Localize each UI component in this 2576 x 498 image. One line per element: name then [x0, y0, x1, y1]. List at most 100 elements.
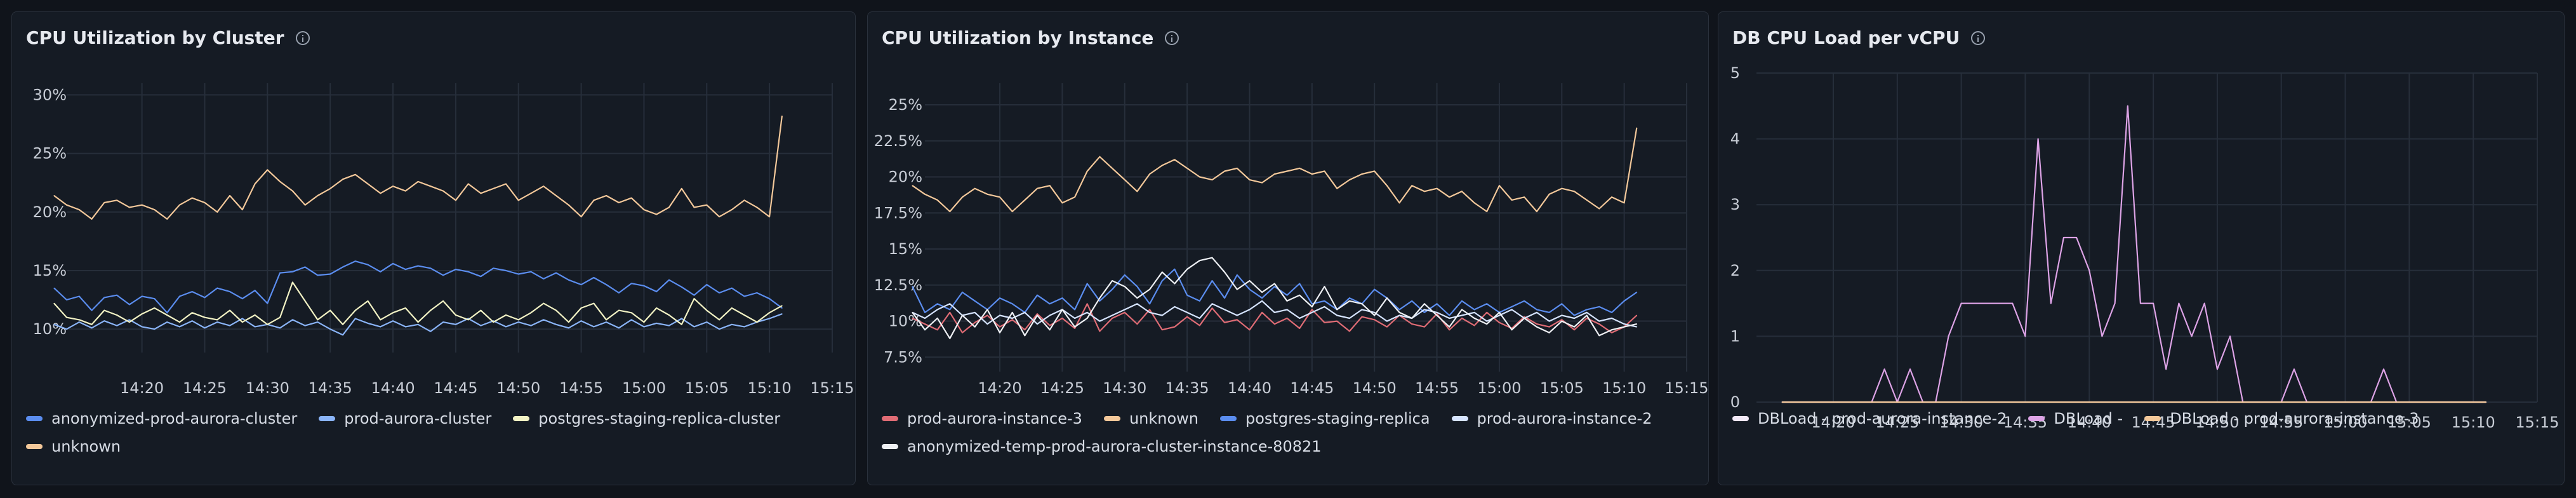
series-line[interactable] — [1782, 105, 2486, 403]
data-point — [1237, 319, 1238, 321]
data-point — [1883, 368, 1885, 370]
data-point — [505, 314, 507, 316]
data-point — [1174, 283, 1176, 285]
data-point — [949, 309, 951, 311]
data-point — [936, 329, 938, 330]
data-point — [66, 299, 67, 300]
data-point — [2191, 335, 2193, 337]
y-tick-label: 25% — [889, 96, 922, 114]
data-point — [1548, 332, 1550, 333]
data-point — [580, 216, 582, 217]
data-point — [166, 314, 168, 316]
series-line[interactable] — [53, 260, 783, 314]
data-point — [949, 312, 951, 313]
data-point — [467, 183, 469, 185]
x-tick-label: 14:30 — [1939, 414, 1983, 431]
chart-cpu-by-instance[interactable]: 7.5%10%12.5%15%17.5%20%22.5%25%14:20 14:2… — [868, 12, 1710, 486]
data-point — [204, 316, 206, 318]
legend-item[interactable]: DBLoad - prod-aurora-instance-3 — [2144, 410, 2419, 427]
data-point — [1424, 191, 1425, 192]
legend-item[interactable]: anonymized-prod-aurora-cluster — [26, 410, 297, 427]
data-point — [304, 325, 306, 326]
series-line[interactable] — [912, 300, 1637, 328]
data-point — [1074, 328, 1075, 329]
data-point — [1374, 170, 1375, 172]
x-tick-label: 14:55 — [2259, 414, 2303, 431]
data-point — [1398, 309, 1400, 311]
data-point — [1112, 318, 1113, 319]
info-icon[interactable] — [1165, 30, 1179, 45]
legend-item[interactable]: postgres-staging-replica — [1220, 410, 1430, 427]
x-tick-label: 15:00 — [1477, 379, 1521, 397]
data-point — [1436, 303, 1438, 305]
x-tick-label: 14:55 — [1415, 379, 1459, 397]
data-point — [493, 321, 494, 323]
data-point — [430, 185, 432, 187]
data-point — [2088, 270, 2090, 271]
legend-item[interactable]: postgres-staging-replica-cluster — [513, 410, 780, 427]
data-point — [1061, 202, 1063, 204]
legend-item[interactable]: unknown — [1103, 410, 1198, 427]
y-tick-label: 20% — [889, 168, 922, 186]
data-point — [204, 327, 206, 329]
data-point — [1124, 312, 1125, 313]
data-point — [141, 295, 143, 297]
data-point — [53, 302, 55, 304]
y-tick-label: 15% — [33, 262, 67, 279]
legend-item[interactable]: unknown — [26, 438, 121, 455]
info-icon[interactable] — [295, 30, 310, 45]
data-point — [1349, 297, 1350, 299]
data-point — [1136, 191, 1138, 192]
data-point — [731, 307, 733, 309]
series-line[interactable] — [912, 268, 1637, 316]
data-point — [103, 309, 105, 311]
data-point — [1024, 335, 1026, 337]
data-point — [1611, 318, 1612, 319]
data-point — [1299, 328, 1300, 329]
data-point — [1499, 322, 1500, 323]
data-point — [912, 312, 913, 313]
info-icon[interactable] — [1971, 30, 1986, 45]
data-point — [1136, 323, 1138, 325]
data-point — [1099, 330, 1101, 332]
data-point — [781, 313, 783, 314]
data-point — [279, 316, 281, 318]
legend-item[interactable]: anonymized-temp-prod-aurora-cluster-inst… — [882, 438, 1322, 455]
data-point — [405, 269, 406, 270]
series-line[interactable] — [53, 281, 783, 325]
series-line[interactable] — [53, 116, 783, 220]
data-point — [543, 319, 545, 321]
y-tick-label: 2 — [1730, 262, 1740, 279]
chart-cpu-by-cluster[interactable]: 10% 15% 20% 25% 30% 14:20 14:25 14:30 14:35 14:40… — [12, 12, 856, 486]
legend-swatch — [1732, 416, 1749, 421]
legend-item[interactable]: prod-aurora-instance-2 — [1451, 410, 1652, 427]
data-point — [91, 309, 93, 311]
data-point — [936, 309, 938, 311]
data-point — [731, 209, 733, 210]
data-point — [1198, 260, 1200, 262]
data-point — [949, 211, 951, 212]
data-point — [1237, 168, 1238, 169]
data-point — [1424, 303, 1425, 305]
legend-item[interactable]: prod-aurora-instance-3 — [882, 410, 1082, 427]
legend-item[interactable]: prod-aurora-cluster — [319, 410, 491, 427]
data-point — [1011, 312, 1013, 313]
y-tick-label: 30% — [33, 86, 67, 104]
legend-label: unknown — [1129, 410, 1198, 427]
data-point — [1548, 326, 1550, 328]
data-point — [1161, 329, 1163, 330]
series-1 — [912, 127, 1638, 213]
data-point — [1486, 320, 1488, 322]
legend-item[interactable]: DBLoad - — [2028, 410, 2123, 427]
data-point — [1049, 303, 1051, 305]
legend-item[interactable]: DBLoad - prod-aurora-instance-2 — [1732, 410, 2007, 427]
data-point — [962, 196, 963, 198]
data-point — [1049, 314, 1051, 316]
data-point — [304, 204, 306, 206]
data-point — [1449, 318, 1451, 319]
series-2 — [53, 281, 783, 325]
data-point — [1623, 300, 1625, 302]
data-point — [1124, 274, 1125, 276]
data-point — [417, 323, 419, 325]
